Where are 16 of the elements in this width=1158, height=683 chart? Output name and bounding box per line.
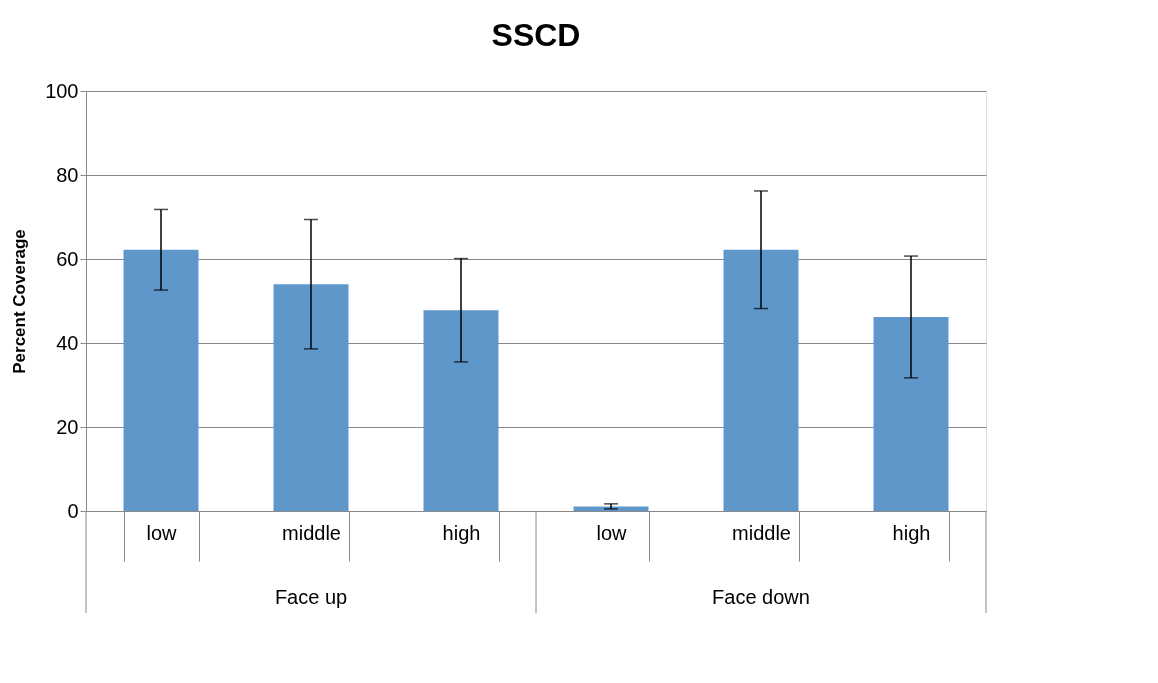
y-tick-label: 60: [56, 247, 79, 270]
x-tick-label: low: [146, 521, 178, 544]
text: Face up: [274, 586, 348, 608]
chart-title: SSCD: [491, 17, 581, 53]
y-tick-label: 40: [56, 331, 79, 354]
x-tick-label: low: [596, 521, 628, 544]
x-tick-label: high: [442, 521, 481, 544]
x-tick-label: middle: [282, 521, 341, 544]
y-tick-label: 0: [67, 499, 79, 522]
y-axis-title: Percent Coverage: [10, 229, 30, 374]
y-tick-label: 100: [45, 79, 79, 102]
y-tick-label: 20: [56, 415, 79, 438]
text: Face down: [712, 586, 810, 608]
x-tick-label: high: [892, 521, 931, 544]
x-tick-label: middle: [732, 521, 791, 544]
y-tick-label: 80: [56, 163, 79, 186]
